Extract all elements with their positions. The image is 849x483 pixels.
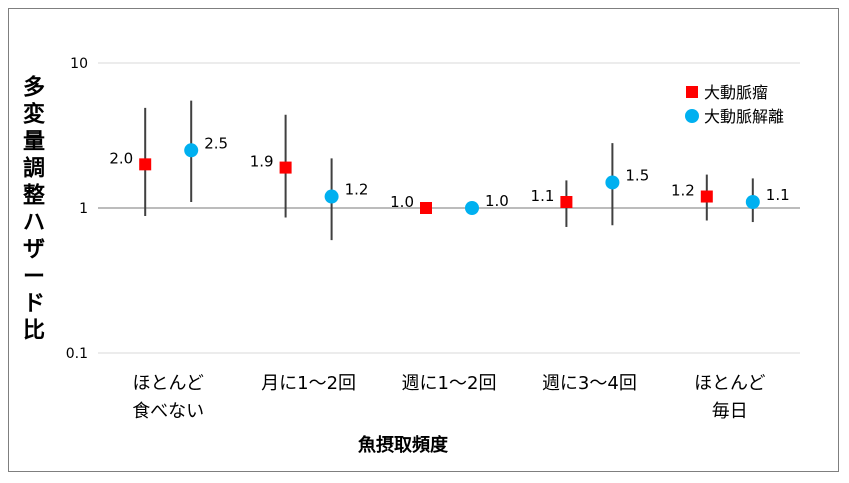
x-category-label: 週に3～4回 [542, 373, 637, 394]
x-category-label: ほとんど [694, 373, 765, 394]
x-category-label: 週に1～2回 [402, 373, 497, 394]
data-point-square [279, 161, 292, 174]
x-category-label: 毎日 [712, 401, 748, 422]
data-point-square [139, 158, 152, 171]
legend-swatch-square [686, 86, 698, 98]
y-tick-label: 0.1 [66, 346, 88, 362]
data-label: 1.1 [766, 186, 790, 204]
y-axis-title-char: ド [23, 292, 45, 317]
y-axis-title-char: 調 [23, 156, 45, 182]
x-category-label: 食べない [132, 401, 204, 422]
data-point-square [700, 190, 713, 203]
data-label: 1.5 [625, 166, 649, 184]
data-point-square [560, 195, 573, 208]
chart-frame [8, 8, 839, 472]
y-axis-title-char: 変 [23, 102, 45, 128]
data-label: 1.2 [345, 181, 369, 199]
data-point-circle [465, 201, 479, 215]
y-axis-title-char: ザ [23, 238, 45, 263]
data-label: 1.2 [671, 182, 695, 200]
grid-lines [98, 62, 800, 354]
data-label: 1.1 [531, 187, 555, 205]
data-label: 2.5 [204, 134, 228, 152]
y-tick-labels: 10 1 0.1 [66, 56, 88, 362]
x-axis-title: 魚摂取頻度 [358, 434, 449, 456]
x-category-label: ほとんど [132, 373, 203, 394]
y-axis-title-char: 量 [23, 130, 45, 155]
data-marks: 2.0 1.9 1.0 1.1 1.2 2.5 1.2 1.0 1.5 1.1 [109, 100, 790, 241]
data-label: 1.9 [250, 153, 274, 171]
data-point-circle [184, 143, 199, 158]
data-label: 1.0 [390, 193, 414, 211]
y-axis-title-char: 整 [23, 183, 45, 209]
y-axis-title-char: ー [23, 265, 45, 290]
y-axis-title-char: 多 [23, 75, 45, 101]
y-axis-title-char: 比 [23, 319, 45, 344]
legend-swatch-circle [685, 109, 699, 123]
y-axis-title-char: ハ [23, 211, 45, 236]
data-point-circle [605, 175, 620, 190]
y-tick-label: 10 [70, 56, 88, 72]
legend-entry: 大動脈解離 [704, 107, 784, 126]
x-category-label: 月に1～2回 [261, 373, 356, 394]
y-tick-label: 1 [79, 201, 88, 217]
data-point-circle [324, 189, 339, 204]
data-label: 2.0 [109, 149, 133, 167]
legend-entry: 大動脈瘤 [704, 83, 768, 102]
data-point-circle [745, 194, 760, 209]
data-label: 1.0 [485, 192, 509, 210]
data-point-square [420, 202, 432, 214]
